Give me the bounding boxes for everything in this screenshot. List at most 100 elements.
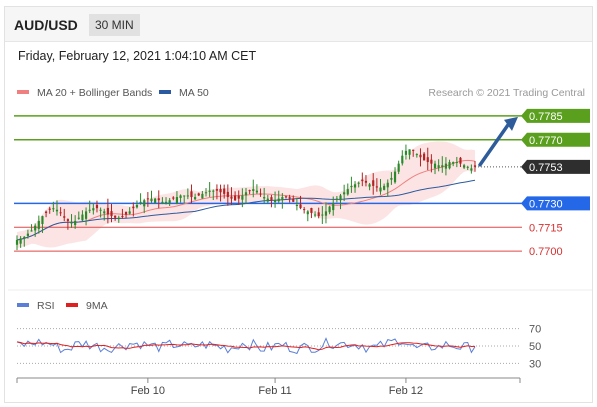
candle-body [419, 154, 422, 158]
candle-body [401, 155, 404, 164]
current-price-tag-bg [521, 159, 590, 174]
candle-body [197, 193, 200, 196]
x-tick-label: Feb 12 [389, 385, 423, 397]
candle-body [70, 222, 73, 224]
candle-body [299, 204, 302, 209]
candle-body [448, 162, 451, 169]
candle-body [466, 166, 469, 168]
candle-body [255, 190, 258, 193]
candle-body [463, 165, 466, 168]
candle-body [146, 198, 149, 200]
candle-body [59, 212, 62, 214]
candle-body [339, 195, 342, 201]
x-tick-label: Feb 11 [258, 385, 291, 397]
candle-body [433, 163, 437, 169]
candle-body [117, 217, 120, 220]
candle-body [266, 198, 269, 202]
candle-body [277, 198, 280, 202]
candle-body [99, 209, 102, 211]
candle-body [248, 190, 251, 192]
candle-body [455, 162, 458, 164]
candle-body [415, 154, 418, 156]
level-tag-0.7785-bg [521, 108, 590, 123]
candle-body [41, 216, 44, 224]
credit-text: Research © 2021 Trading Central [428, 87, 585, 99]
rsi-line [16, 337, 476, 355]
rsi-legend-swatch [17, 303, 29, 307]
candle-body [150, 198, 153, 202]
candle-body [306, 211, 309, 215]
rsi-level-label-30: 30 [529, 358, 541, 370]
candle-body [426, 157, 429, 163]
candle-body [194, 197, 197, 200]
candle-body [23, 236, 26, 239]
level-tag-0.7785-text: 0.7785 [529, 111, 563, 123]
candle-body [44, 211, 48, 213]
candle-body [423, 153, 426, 161]
candle-body [128, 211, 131, 214]
level-label-0.7700: 0.7700 [529, 246, 563, 258]
candle-body [92, 208, 95, 211]
candle-body [459, 157, 462, 164]
candle-body [357, 182, 360, 184]
candle-body [270, 197, 273, 201]
level-tag-0.7770: 0.7770 [521, 132, 590, 147]
candle-body [179, 195, 182, 198]
candle-body [81, 214, 84, 221]
candle-body [157, 198, 160, 201]
candle-body [313, 214, 317, 216]
candle-body [37, 220, 40, 229]
candle-body [66, 219, 69, 221]
candle-body [364, 180, 368, 183]
candle-body [237, 195, 240, 199]
candle-body [114, 215, 117, 218]
candle-body [350, 185, 353, 188]
candle-body [473, 165, 477, 167]
level-tag-0.7770-bg [521, 132, 590, 147]
ma20-legend-label: MA 20 + Bollinger Bands [37, 87, 152, 99]
candle-body [310, 208, 313, 213]
candle-body [95, 204, 99, 209]
candle-body [244, 192, 248, 196]
ma50-legend-swatch [159, 90, 171, 94]
level-tag-0.7730-bg [521, 196, 590, 211]
candle-body [259, 193, 262, 195]
candle-body [121, 215, 124, 217]
candle-body [273, 200, 277, 203]
candle-body [452, 162, 455, 164]
candle-body [444, 163, 448, 169]
candle-body [412, 149, 415, 151]
candle-body [288, 197, 291, 199]
candle-body [317, 212, 320, 217]
candle-body [303, 209, 306, 211]
candle-body [430, 159, 433, 164]
candle-body [201, 193, 204, 199]
candle-body [183, 195, 186, 197]
header-bar: AUD/USD 30 MIN [5, 7, 592, 42]
candle-body [335, 198, 338, 200]
candle-body [281, 197, 284, 201]
candle-body [212, 190, 215, 192]
rsi-level-label-50: 50 [529, 341, 541, 353]
candle-body [143, 200, 146, 207]
candle-body [30, 230, 33, 232]
timeframe-badge[interactable]: 30 MIN [89, 14, 140, 36]
candle-body [292, 198, 295, 202]
candle-body [393, 171, 397, 183]
candle-body [441, 165, 444, 168]
candle-body [19, 238, 22, 244]
candle-body [284, 196, 288, 198]
candle-body [84, 211, 88, 219]
projection-arrow-shaft [478, 123, 510, 167]
candle-body [332, 203, 335, 211]
candle-body [172, 197, 175, 199]
candle-body [226, 191, 229, 198]
candle-body [168, 200, 171, 204]
candle-body [470, 168, 473, 171]
candle-body [379, 187, 382, 192]
candle-body [161, 201, 164, 204]
candle-body [361, 179, 364, 182]
candle-body [208, 190, 211, 192]
candle-body [132, 206, 135, 209]
